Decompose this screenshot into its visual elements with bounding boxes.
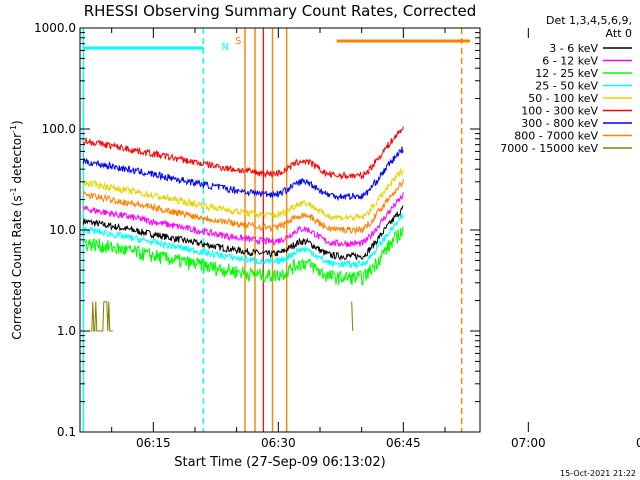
series-800-7000keV [82, 178, 404, 235]
x-tick-label: 06:30 [261, 436, 296, 450]
footer-timestamp: 15-Oct-2021 21:22 [560, 469, 636, 478]
y-axis-label-sup1: -1 [9, 187, 18, 195]
x-tick-label: 06:15 [136, 436, 171, 450]
series-6-12keV [82, 192, 404, 248]
x-axis-label: Start Time (27-Sep-09 06:13:02) [174, 455, 385, 470]
y-tick-label: 0.1 [57, 425, 76, 439]
series-100-300keV [82, 126, 404, 181]
series-line [351, 301, 354, 332]
y-tick-label: 1000.0 [34, 21, 76, 35]
saa-label: S [235, 36, 241, 47]
legend-entry-label: 100 - 300 keV [521, 105, 598, 118]
series-line [82, 205, 404, 261]
legend-entry-label: 7000 - 15000 keV [500, 142, 598, 155]
y-axis-label: Corrected Count Rate (s-1 detector-1) [9, 120, 24, 339]
legend-entry-label: 3 - 6 keV [549, 42, 598, 55]
legend-header-line2: Att 0 [606, 27, 632, 40]
series-50-100keV [82, 167, 404, 222]
y-axis-label-main: Corrected Count Rate (s [10, 195, 24, 339]
series-25-50keV [82, 212, 404, 270]
y-tick-label: 10.0 [49, 223, 76, 237]
legend-entry-label: 12 - 25 keV [535, 67, 598, 80]
x-tick-label: 06:45 [386, 436, 421, 450]
y-axis-label-sup2: -1 [9, 125, 18, 133]
series-12-25keV [83, 226, 404, 286]
legend-entry-label: 300 - 800 keV [521, 117, 598, 130]
series-line [83, 226, 404, 286]
series-line [90, 301, 113, 332]
series-line [82, 212, 404, 270]
series-300-800keV [82, 146, 404, 202]
legend-entry-label: 25 - 50 keV [535, 80, 598, 93]
series-line [82, 126, 404, 181]
series-7000-15000keV [90, 301, 354, 332]
y-tick-label: 100.0 [42, 122, 76, 136]
series-line [82, 146, 404, 202]
series-line [82, 178, 404, 235]
night-label: N [222, 42, 229, 53]
legend-entry-label: 6 - 12 keV [542, 55, 598, 68]
series-line [82, 192, 404, 248]
x-tick-label: 07:00 [511, 436, 546, 450]
series-layer [82, 126, 404, 332]
y-axis: 1000.0 100.0 10.0 1.0 0.1 [34, 21, 480, 439]
legend-header-line1: Det 1,3,4,5,6,9, [546, 14, 632, 27]
series-3-6keV [82, 205, 404, 261]
legend-entry-label: 800 - 7000 keV [514, 130, 598, 143]
legend-entry-label: 50 - 100 keV [528, 92, 598, 105]
y-axis-label-end: ) [10, 120, 24, 125]
x-tick-label: 07:15 [636, 436, 640, 450]
flags-layer: SN [82, 28, 470, 432]
y-axis-label-mid: detector [10, 133, 24, 188]
y-tick-label: 1.0 [57, 324, 76, 338]
chart-title: RHESSI Observing Summary Count Rates, Co… [84, 2, 477, 20]
series-line [82, 167, 404, 222]
